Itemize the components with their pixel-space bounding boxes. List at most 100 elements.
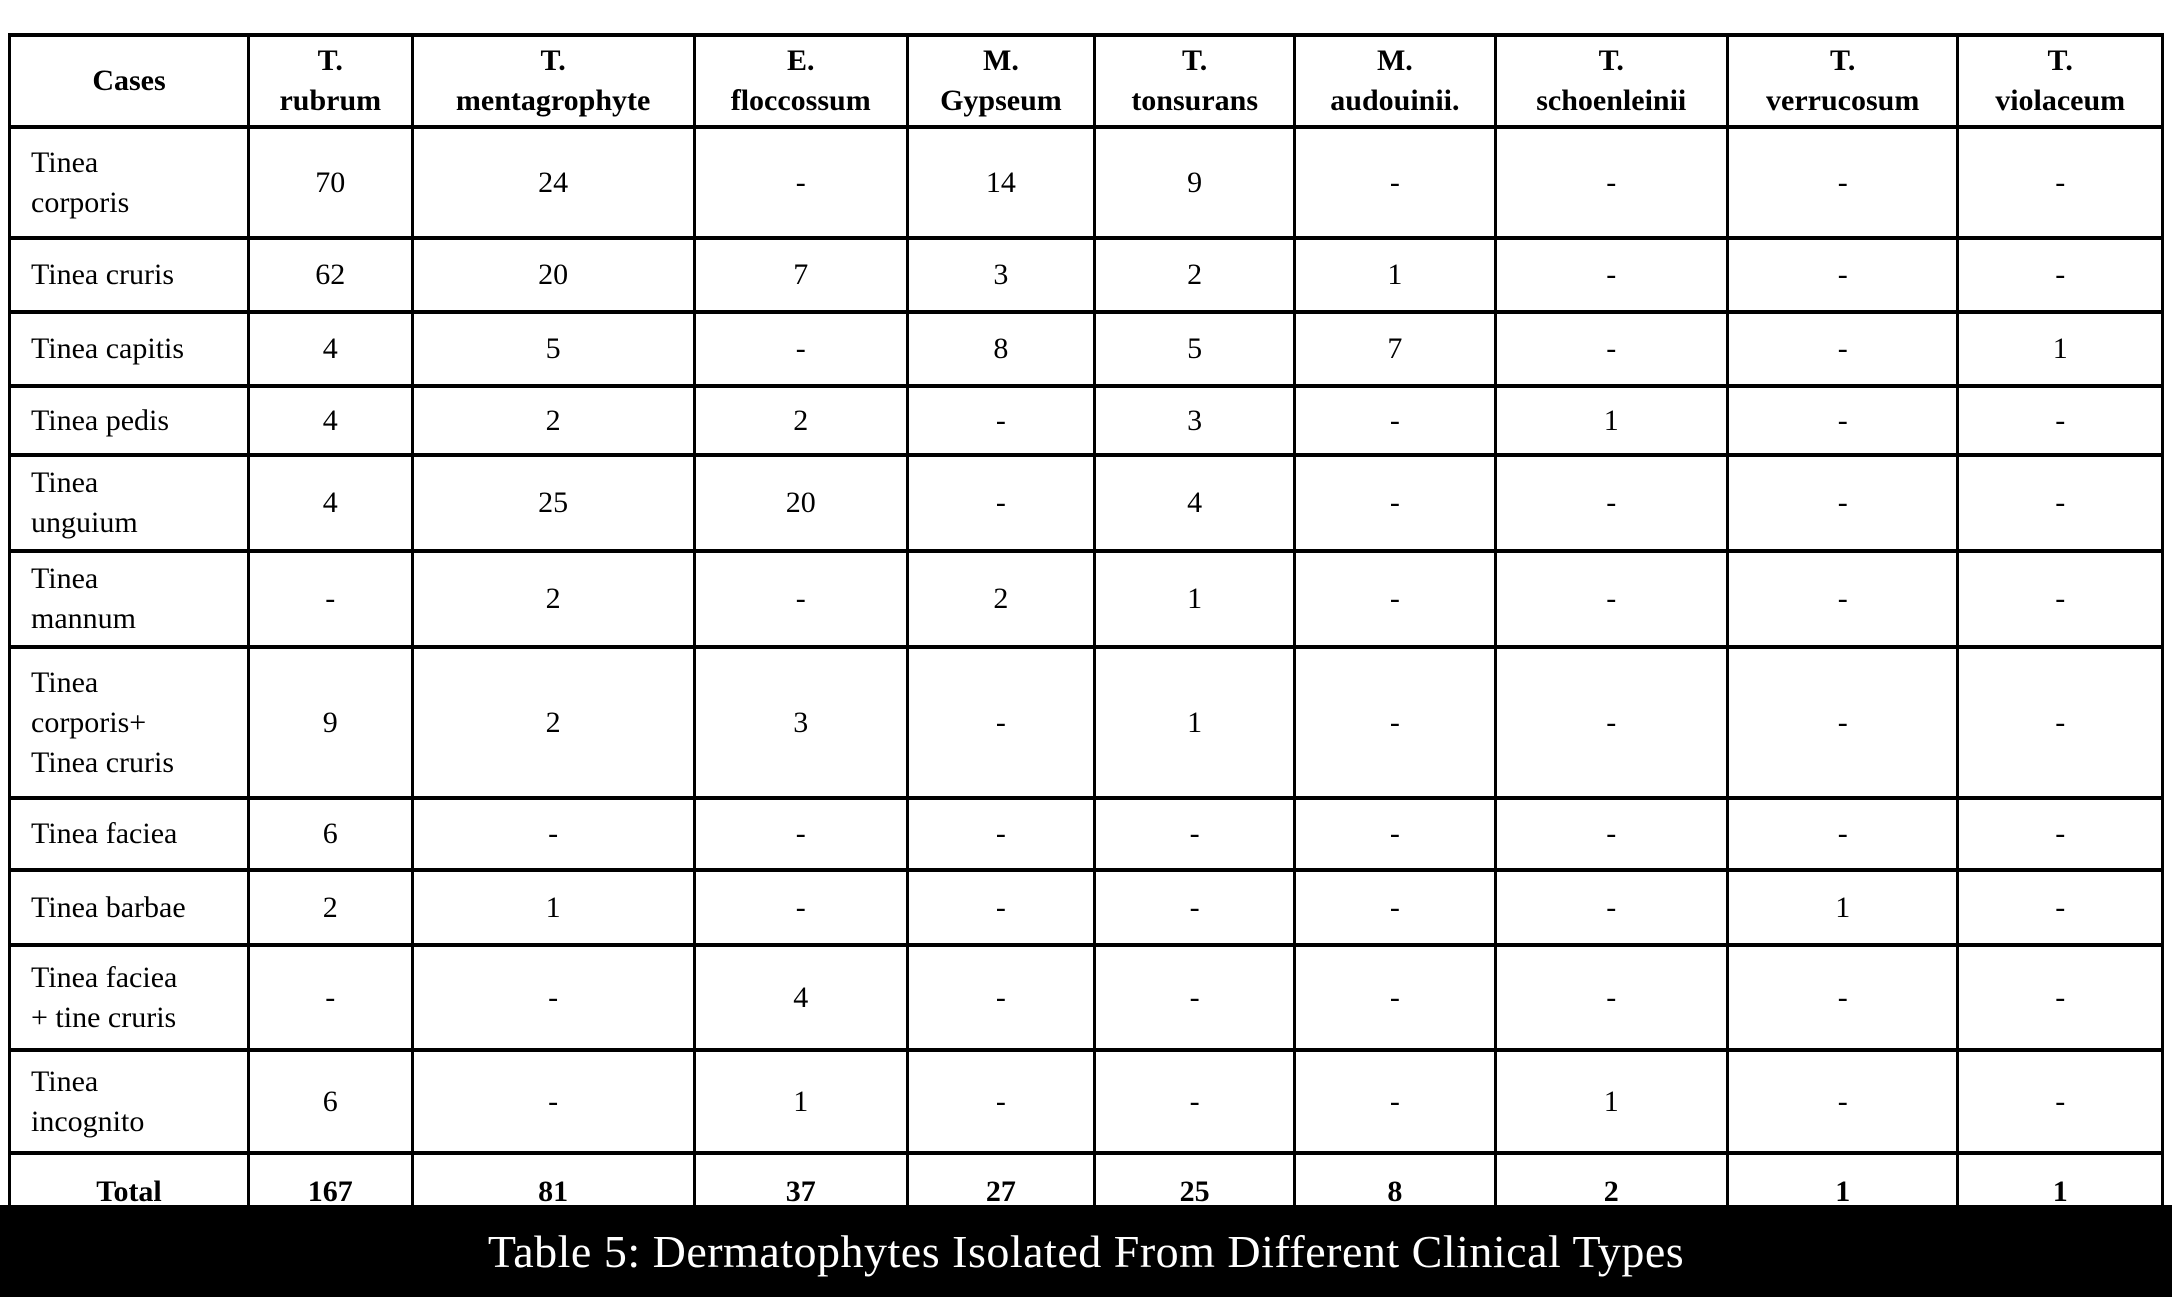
value-cell: 24 (410, 125, 696, 240)
value-cell: 5 (1093, 310, 1297, 388)
value-cell: 1 (692, 1048, 909, 1155)
table-row: Tinea unguium 4 25 20-4- - - - (8, 453, 2164, 553)
value-cell: 70 (246, 125, 414, 240)
column-header-8: T. verrucosum (1726, 33, 1960, 129)
value-cell: - (1726, 125, 1960, 240)
value-cell: 5 (410, 310, 696, 388)
value-cell: 4 (246, 453, 414, 553)
value-cell: - (1293, 453, 1497, 553)
column-header-1: T. rubrum (246, 33, 414, 129)
table-row: Tinea barbae 2 1- - - - -1- (8, 868, 2164, 947)
column-header-3: E. floccossum (692, 33, 909, 129)
column-header-0: Cases (8, 33, 250, 129)
column-header-6: M. audouinii. (1293, 33, 1497, 129)
value-cell: 6 (246, 796, 414, 872)
value-cell: - (1956, 645, 2164, 800)
value-cell: 2 (246, 868, 414, 947)
value-cell: - (1726, 384, 1960, 457)
row-label: Tinea corporis (8, 125, 250, 240)
row-label: Tinea faciea + tine cruris (8, 943, 250, 1052)
table-row: Tinea mannum -2-2 1- - - - (8, 549, 2164, 649)
value-cell: - (410, 796, 696, 872)
value-cell: 7 (692, 236, 909, 314)
value-cell: - (1726, 645, 1960, 800)
value-cell: 14 (905, 125, 1097, 240)
value-cell: - (1293, 943, 1497, 1052)
value-cell: - (1293, 796, 1497, 872)
value-cell: - (1293, 1048, 1497, 1155)
table-row: Tinea faciea + tine cruris - -4- - - - - - (8, 943, 2164, 1052)
table-row: Tinea pedis 4 2 2-3-1- - (8, 384, 2164, 457)
value-cell: - (905, 384, 1097, 457)
value-cell: 7 (1293, 310, 1497, 388)
value-cell: - (1493, 645, 1730, 800)
value-cell: - (1293, 868, 1497, 947)
row-label: Tinea pedis (8, 384, 250, 457)
value-cell: 8 (905, 310, 1097, 388)
value-cell: - (692, 549, 909, 649)
value-cell: 2 (410, 645, 696, 800)
value-cell: - (1093, 796, 1297, 872)
value-cell: - (1956, 236, 2164, 314)
value-cell: - (1956, 796, 2164, 872)
value-cell: - (246, 943, 414, 1052)
value-cell: 2 (410, 384, 696, 457)
column-header-5: T. tonsurans (1093, 33, 1297, 129)
value-cell: - (692, 125, 909, 240)
value-cell: - (1493, 125, 1730, 240)
value-cell: 62 (246, 236, 414, 314)
value-cell: - (1726, 549, 1960, 649)
value-cell: - (410, 943, 696, 1052)
value-cell: - (905, 453, 1097, 553)
value-cell: - (1293, 384, 1497, 457)
value-cell: - (905, 796, 1097, 872)
value-cell: - (1956, 1048, 2164, 1155)
table-row: Tinea faciea 6- - - - - - - - (8, 796, 2164, 872)
row-label: Tinea unguium (8, 453, 250, 553)
value-cell: - (1493, 549, 1730, 649)
column-header-2: T. mentagrophyte (410, 33, 696, 129)
row-label: Tinea incognito (8, 1048, 250, 1155)
value-cell: 1 (1093, 549, 1297, 649)
column-header-4: M. Gypseum (905, 33, 1097, 129)
table-row: Tinea cruris 62 20 7 3 2 1- - - (8, 236, 2164, 314)
value-cell: 2 (1093, 236, 1297, 314)
value-cell: 4 (246, 384, 414, 457)
header-row: Cases T. rubrum T. mentagrophyte E. floccos… (8, 33, 2164, 129)
value-cell: 1 (1093, 645, 1297, 800)
value-cell: - (1493, 868, 1730, 947)
value-cell: - (1493, 943, 1730, 1052)
table-row: Tinea corporis+ Tinea cruris 9 2 3-1- - - - (8, 645, 2164, 800)
value-cell: 3 (692, 645, 909, 800)
value-cell: - (905, 645, 1097, 800)
column-header-7: T. schoenleinii (1493, 33, 1730, 129)
value-cell: - (905, 868, 1097, 947)
value-cell: - (1956, 868, 2164, 947)
row-label: Tinea faciea (8, 796, 250, 872)
value-cell: - (1493, 453, 1730, 553)
value-cell: - (1726, 1048, 1960, 1155)
value-cell: 2 (410, 549, 696, 649)
value-cell: - (1493, 796, 1730, 872)
value-cell: 20 (692, 453, 909, 553)
table-row: Tinea incognito 6-1- - -1- - (8, 1048, 2164, 1155)
value-cell: - (905, 943, 1097, 1052)
value-cell: - (1956, 549, 2164, 649)
value-cell: - (1493, 236, 1730, 314)
value-cell: 4 (692, 943, 909, 1052)
value-cell: 2 (905, 549, 1097, 649)
row-label: Tinea corporis+ Tinea cruris (8, 645, 250, 800)
value-cell: 25 (410, 453, 696, 553)
row-label: Tinea barbae (8, 868, 250, 947)
value-cell: 6 (246, 1048, 414, 1155)
value-cell: 4 (1093, 453, 1297, 553)
value-cell: - (905, 1048, 1097, 1155)
value-cell: 1 (1493, 384, 1730, 457)
value-cell: - (246, 549, 414, 649)
table-row: Tinea corporis 70 24-14 9- - - - (8, 125, 2164, 240)
value-cell: 1 (1293, 236, 1497, 314)
value-cell: 3 (905, 236, 1097, 314)
table-caption-band: Table 5: Dermatophytes Isolated From Dif… (0, 1205, 2172, 1297)
value-cell: - (692, 868, 909, 947)
value-cell: 4 (246, 310, 414, 388)
